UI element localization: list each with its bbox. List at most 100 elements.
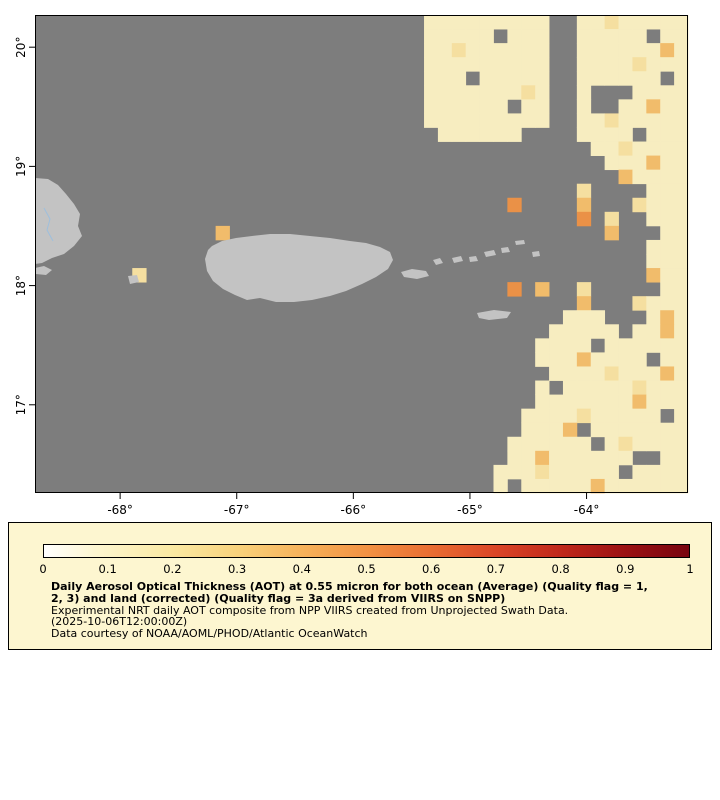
- aot-cell: [618, 99, 633, 114]
- aot-cell: [465, 43, 480, 58]
- aot-cell: [535, 99, 550, 114]
- aot-cell: [590, 324, 606, 339]
- colorbar-tick-label: 0: [39, 562, 47, 576]
- aot-cell: [493, 57, 508, 72]
- aot-cell: [646, 113, 661, 128]
- aot-cell: [674, 464, 689, 480]
- aot-cell: [576, 29, 592, 44]
- aot-cell: [604, 338, 619, 353]
- legend-panel: 0 0.1 0.2 0.3 0.4 0.5 0.6 0.7 0.8 0.9 1 Daily Aero…: [8, 522, 712, 650]
- aot-cell: [590, 141, 606, 156]
- aot-cell: [632, 408, 647, 424]
- aot-cell: [535, 422, 550, 438]
- aot-cell: [507, 127, 522, 142]
- aot-cell: [507, 197, 522, 213]
- aot-cell: [632, 169, 647, 185]
- aot-cell: [521, 43, 536, 58]
- aot-cell: [576, 57, 592, 72]
- aot-cell: [632, 85, 647, 100]
- aot-cell: [437, 29, 453, 44]
- aot-cell: [549, 338, 564, 353]
- aot-cell: [632, 394, 647, 410]
- colorbar-tick-label: 0.4: [292, 562, 311, 576]
- aot-cell: [479, 57, 494, 72]
- aot-cell: [618, 155, 633, 171]
- aot-cell: [660, 239, 675, 255]
- aot-cell: [632, 113, 647, 128]
- aot-cell: [646, 254, 661, 269]
- aot-cell: [549, 464, 564, 480]
- aot-cell: [646, 464, 661, 480]
- aot-cell: [660, 478, 675, 494]
- aot-cell: [576, 113, 592, 128]
- aot-cell: [618, 71, 633, 86]
- aot-cell: [660, 57, 675, 72]
- aot-cell: [493, 464, 508, 480]
- aot-cell: [424, 43, 439, 58]
- aot-cell: [549, 324, 564, 339]
- aot-cell: [507, 43, 522, 58]
- aot-cell: [479, 113, 494, 128]
- aot-cell: [493, 15, 508, 30]
- aot-cell: [646, 155, 661, 171]
- aot-cell: [479, 15, 494, 30]
- aot-cell: [646, 169, 661, 185]
- aot-cell: [618, 408, 633, 424]
- aot-cell: [632, 436, 647, 452]
- aot-cell: [674, 85, 689, 100]
- aot-cell: [549, 436, 564, 452]
- land-anegada: [515, 240, 525, 245]
- aot-cell: [590, 408, 606, 424]
- aot-cell: [451, 71, 467, 86]
- aot-cell: [576, 127, 592, 142]
- aot-cell: [604, 127, 619, 142]
- aot-cell: [632, 366, 647, 381]
- aot-cell: [507, 29, 522, 44]
- aot-cell: [437, 71, 453, 86]
- aot-cell: [549, 450, 564, 466]
- aot-cell: [576, 436, 592, 452]
- aot-cell: [646, 99, 661, 114]
- aot-cell: [660, 268, 675, 283]
- aot-cell: [576, 324, 592, 339]
- aot-cell: [604, 155, 619, 171]
- aot-cell: [604, 211, 619, 227]
- aot-cell: [604, 113, 619, 128]
- aot-cell: [674, 254, 689, 269]
- colorbar-tick-label: 0.8: [551, 562, 570, 576]
- aot-cell: [660, 352, 675, 367]
- aot-cell: [493, 113, 508, 128]
- aot-cell: [576, 380, 592, 395]
- aot-cell: [674, 57, 689, 72]
- aot-cell: [646, 422, 661, 438]
- aot-cell: [646, 324, 661, 339]
- aot-cell: [576, 211, 592, 227]
- aot-cell: [562, 450, 578, 466]
- aot-cell: [535, 57, 550, 72]
- aot-cell: [437, 85, 453, 100]
- aot-cell: [521, 464, 536, 480]
- aot-cell: [535, 478, 550, 494]
- aot-cell: [451, 43, 467, 58]
- aot-cell: [576, 71, 592, 86]
- aot-cell: [465, 57, 480, 72]
- aot-cell: [674, 408, 689, 424]
- x-tick-label: -66°: [341, 503, 367, 517]
- aot-cell: [674, 239, 689, 255]
- aot-cell: [535, 282, 550, 297]
- aot-cell: [632, 141, 647, 156]
- legend-title-line2: 2, 3) and land (corrected) (Quality flag…: [51, 591, 506, 605]
- legend-subtitle-line1: Experimental NRT daily AOT composite fro…: [51, 603, 569, 617]
- aot-cell: [660, 113, 675, 128]
- aot-cell: [479, 99, 494, 114]
- aot-cell: [590, 366, 606, 381]
- land-hispaniola-east: [35, 178, 82, 264]
- aot-cell: [646, 394, 661, 410]
- aot-cell: [465, 99, 480, 114]
- land-virgin-gorda: [501, 247, 510, 253]
- aot-cell: [507, 450, 522, 466]
- aot-cell: [674, 478, 689, 494]
- aot-cell: [576, 99, 592, 114]
- aot-cell: [646, 71, 661, 86]
- aot-cell: [674, 155, 689, 171]
